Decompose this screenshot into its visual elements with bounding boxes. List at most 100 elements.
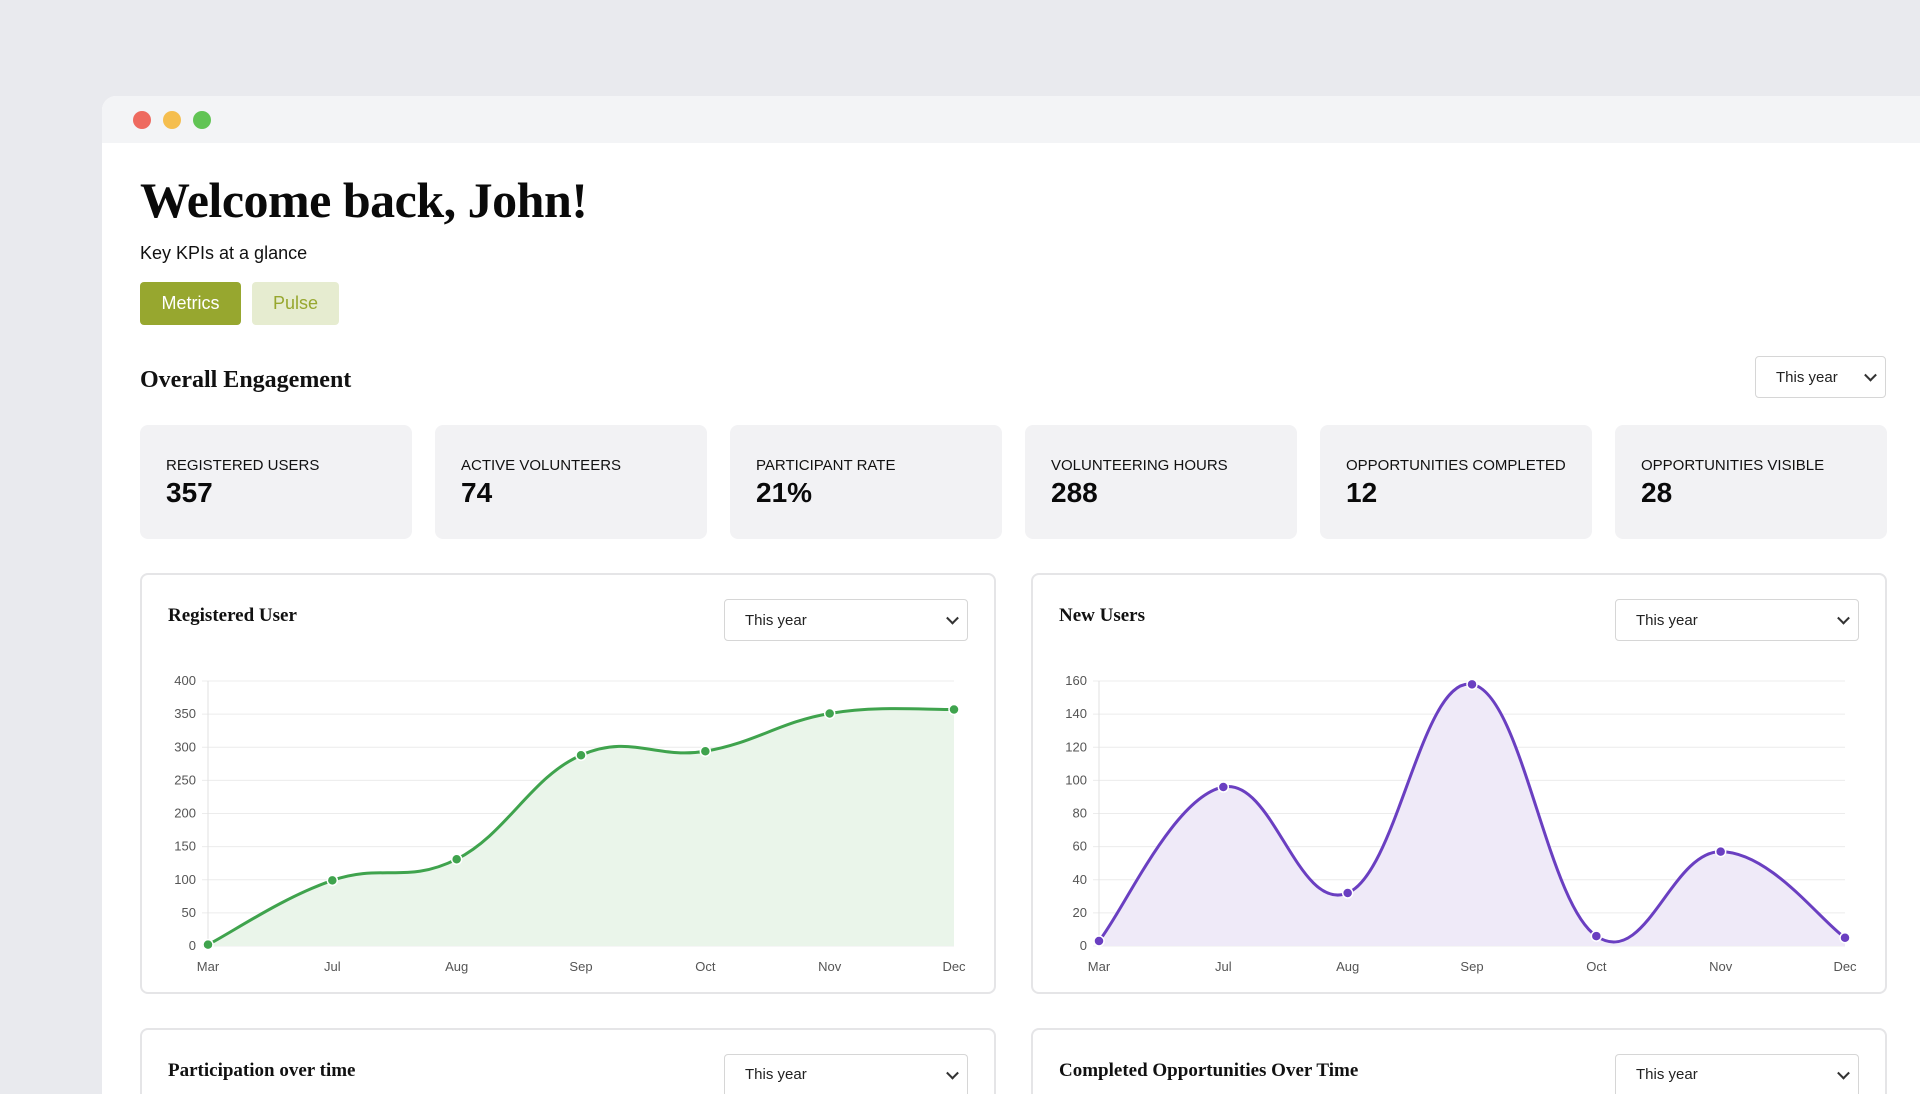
y-tick-label: 150 [174, 839, 196, 854]
kpi-label: ACTIVE VOLUNTEERS [461, 457, 622, 474]
chevron-down-icon [1864, 368, 1877, 382]
minimize-window-button[interactable] [163, 111, 181, 129]
page-title: Welcome back, John! [140, 172, 588, 228]
maximize-window-button[interactable] [193, 111, 211, 129]
app-window: Welcome back, John! Key KPIs at a glance… [102, 96, 1920, 1094]
select-value: This year [1776, 368, 1838, 386]
data-point[interactable] [1839, 931, 1851, 944]
x-tick-label: Mar [1088, 959, 1111, 974]
tab-pulse[interactable]: Pulse [252, 282, 339, 325]
card-title: New Users [1059, 605, 1146, 626]
y-tick-label: 100 [174, 872, 196, 887]
x-tick-label: Sep [569, 959, 592, 974]
y-tick-label: 60 [1073, 839, 1087, 854]
x-tick-label: Oct [1586, 959, 1607, 974]
title-bar [102, 96, 1920, 143]
engagement-period-select[interactable]: This year [1755, 356, 1886, 398]
y-tick-label: 200 [174, 806, 196, 821]
x-tick-label: Sep [1460, 959, 1483, 974]
kpi-label: OPPORTUNITIES VISIBLE [1641, 457, 1825, 474]
kpi-value: 288 [1051, 477, 1098, 508]
page-subtitle: Key KPIs at a glance [140, 243, 308, 263]
y-tick-label: 50 [182, 905, 196, 920]
period-select[interactable]: This year [724, 599, 968, 641]
kpi-card: OPPORTUNITIES COMPLETED 12 [1320, 425, 1592, 539]
data-point[interactable] [1714, 845, 1727, 858]
new-users-chart: 0 20 40 60 80 100 120 140 160 Mar Jul Aug Sep Oct Nov D… [1065, 673, 1857, 974]
area-fill [1099, 684, 1845, 946]
chart-card-completed-opportunities: Completed Opportunities Over Time This y… [1031, 1028, 1887, 1094]
close-window-button[interactable] [133, 111, 151, 129]
y-tick-label: 80 [1073, 806, 1087, 821]
period-select[interactable]: This year [724, 1054, 968, 1094]
y-tick-label: 140 [1065, 706, 1087, 721]
kpi-card: REGISTERED USERS 357 [140, 425, 412, 539]
kpi-value: 12 [1346, 477, 1378, 508]
dashboard-content: Welcome back, John! Key KPIs at a glance… [140, 143, 1920, 1094]
kpi-card: ACTIVE VOLUNTEERS 74 [435, 425, 707, 539]
period-select[interactable]: This year [1615, 1054, 1859, 1094]
y-tick-label: 120 [1065, 739, 1087, 754]
kpi-value: 28 [1641, 477, 1673, 508]
x-tick-label: Dec [942, 959, 966, 974]
y-tick-label: 250 [174, 772, 196, 787]
section-title: Overall Engagement [140, 367, 352, 393]
x-tick-label: Mar [197, 959, 220, 974]
y-tick-label: 100 [1065, 772, 1087, 787]
data-point[interactable] [1590, 930, 1603, 942]
kpi-label: REGISTERED USERS [166, 457, 320, 474]
x-tick-label: Nov [818, 959, 842, 974]
kpi-label: VOLUNTEERING HOURS [1051, 457, 1228, 474]
select-value: This year [745, 1066, 807, 1083]
kpi-card: PARTICIPANT RATE 21% [730, 425, 1002, 539]
select-value: This year [1636, 1066, 1698, 1083]
chevron-down-icon [946, 1066, 959, 1080]
y-tick-label: 300 [174, 739, 196, 754]
kpi-label: OPPORTUNITIES COMPLETED [1346, 457, 1566, 474]
data-point[interactable] [948, 703, 960, 716]
card-title: Participation over time [168, 1060, 356, 1081]
y-tick-label: 160 [1065, 673, 1087, 688]
kpi-value: 357 [166, 477, 213, 508]
y-tick-label: 350 [174, 706, 196, 721]
data-point[interactable] [1466, 678, 1478, 691]
period-select[interactable]: This year [1615, 599, 1859, 641]
kpi-value: 21% [756, 477, 813, 508]
kpi-label: PARTICIPANT RATE [756, 457, 896, 474]
y-tick-label: 400 [174, 673, 196, 688]
x-tick-label: Jul [324, 959, 341, 974]
data-point[interactable] [699, 745, 712, 757]
x-tick-label: Oct [695, 959, 716, 974]
area-fill [208, 708, 954, 946]
data-point[interactable] [326, 874, 339, 887]
chart-card-registered-user: Registered User This year 0 50 100 150 200 25… [140, 573, 996, 994]
data-point[interactable] [1341, 887, 1354, 899]
y-tick-label: 0 [189, 938, 196, 953]
data-point[interactable] [823, 707, 836, 720]
chevron-down-icon [1837, 1066, 1850, 1080]
select-value: This year [745, 611, 807, 629]
x-tick-label: Jul [1215, 959, 1232, 974]
data-point[interactable] [1093, 935, 1105, 947]
x-tick-label: Dec [1833, 959, 1857, 974]
select-value: This year [1636, 611, 1698, 629]
chart-card-new-users: New Users This year 0 20 40 60 80 100 120 140 16… [1031, 573, 1887, 994]
data-point[interactable] [450, 853, 463, 865]
chart-card-participation: Participation over time This year [140, 1028, 996, 1094]
kpi-card: OPPORTUNITIES VISIBLE 28 [1615, 425, 1887, 539]
data-point[interactable] [1217, 781, 1230, 793]
tab-metrics[interactable]: Metrics [140, 282, 241, 325]
card-title: Completed Opportunities Over Time [1059, 1060, 1359, 1081]
card-title: Registered User [168, 605, 297, 626]
x-tick-label: Aug [445, 959, 468, 974]
kpi-value: 74 [461, 477, 493, 508]
data-point[interactable] [575, 749, 587, 761]
registered-user-chart: 0 50 100 150 200 250 300 350 400 Mar Jul Aug Sep Oct N… [174, 673, 966, 974]
kpi-card: VOLUNTEERING HOURS 288 [1025, 425, 1297, 539]
y-tick-label: 40 [1073, 872, 1087, 887]
y-tick-label: 20 [1073, 905, 1087, 920]
y-tick-label: 0 [1080, 938, 1087, 953]
x-tick-label: Aug [1336, 959, 1359, 974]
data-point[interactable] [202, 938, 214, 951]
x-tick-label: Nov [1709, 959, 1733, 974]
